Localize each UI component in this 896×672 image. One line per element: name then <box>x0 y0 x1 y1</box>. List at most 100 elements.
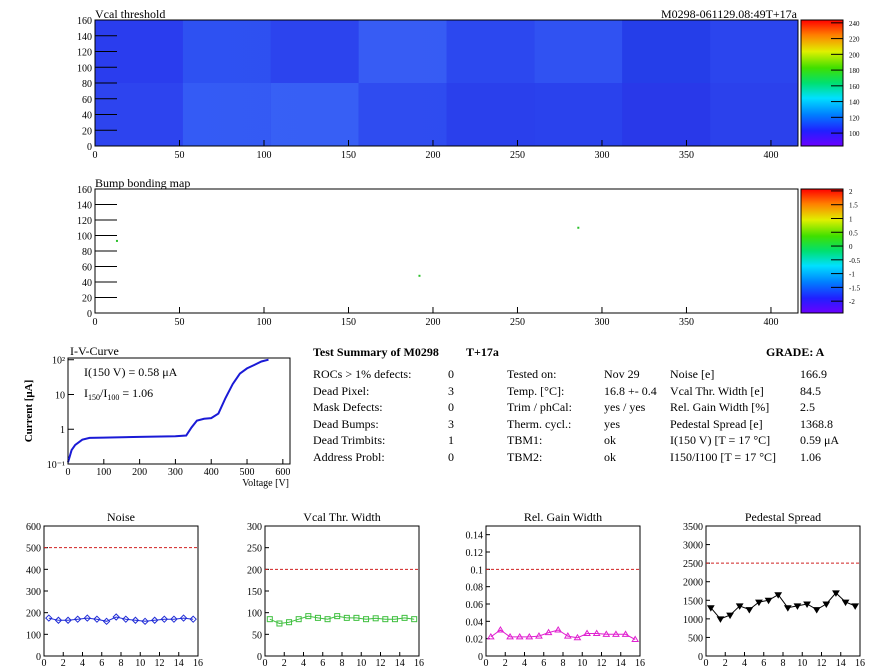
summary-middle-value: yes / yes <box>604 400 646 414</box>
roc-block <box>534 83 623 146</box>
summary-left-label: Dead Bumps: <box>313 416 379 431</box>
trend-plot-area <box>264 525 420 657</box>
y-tick-label: 100 <box>77 63 92 74</box>
roc-block <box>710 20 798 83</box>
scale-tick-label: -2 <box>849 298 855 306</box>
trend-y-tick-label: 0.04 <box>466 617 484 628</box>
trend-point <box>774 592 783 599</box>
trend-chart-title: Noise <box>107 510 135 524</box>
summary-middle-label: TBM2: <box>507 449 543 464</box>
trend-x-tick-label: 10 <box>577 658 587 669</box>
trend-x-tick-label: 12 <box>817 658 827 669</box>
x-tick-label: 300 <box>594 150 609 161</box>
summary-left-label: Mask Defects: <box>313 400 383 414</box>
summary-left-label: Dead Pixel: <box>313 383 370 398</box>
iv-x-tick-label: 0 <box>66 467 71 478</box>
vcal-threshold-map: Vcal threshold M0298-061129.08:49T+17a 0… <box>77 7 860 161</box>
scale-tick-label: -0.5 <box>849 257 861 265</box>
trend-point <box>506 632 514 640</box>
scale-tick-label: -1.5 <box>849 284 861 292</box>
trend-point <box>554 626 563 633</box>
trend-y-tick-label: 0.1 <box>471 565 484 576</box>
summary-middle-value: ok <box>604 449 616 464</box>
y-tick-label: 160 <box>77 185 92 196</box>
summary-middle-label: Temp. [°C]: <box>507 383 565 398</box>
trend-y-tick-label: 0.08 <box>466 583 484 594</box>
y-tick-label: 20 <box>82 126 92 137</box>
trend-y-tick-label: 150 <box>247 587 262 598</box>
bump-map-title: Bump bonding map <box>95 176 190 190</box>
y-tick-label: 80 <box>82 79 92 90</box>
trend-point <box>353 614 360 621</box>
trend-x-tick-label: 14 <box>395 658 405 669</box>
trend-point <box>83 614 92 622</box>
summary-middle-value: 16.8 +- 0.4 <box>604 383 657 398</box>
trend-x-tick-label: 2 <box>503 658 508 669</box>
summary-left-label: ROCs > 1% defects: <box>313 367 412 381</box>
trend-point <box>602 630 611 637</box>
trend-y-tick-label: 0 <box>36 652 41 663</box>
summary-temp-tag: T+17a <box>466 345 499 359</box>
trend-point <box>343 614 350 621</box>
trend-x-tick-label: 14 <box>616 658 626 669</box>
trend-point <box>832 590 840 597</box>
summary-left-label: Dead Trimbits: <box>313 433 386 447</box>
trend-point <box>170 615 178 623</box>
roc-block <box>182 83 271 146</box>
roc-block <box>710 83 798 146</box>
trend-point <box>755 599 763 607</box>
scale-tick-label: 240 <box>849 20 860 28</box>
x-tick-label: 300 <box>594 317 609 328</box>
vcal-color-scale <box>800 19 844 147</box>
trend-point <box>64 616 72 624</box>
trend-x-tick-label: 6 <box>320 658 325 669</box>
bump-color-scale <box>800 188 844 314</box>
trend-point <box>612 630 620 637</box>
scale-tick-label: 0.5 <box>849 229 858 237</box>
iv-annotation-current: I(150 V) = 0.58 μA <box>84 365 178 379</box>
trend-chart-title: Pedestal Spread <box>745 510 821 524</box>
scale-tick-label: -1 <box>849 271 855 279</box>
trend-y-tick-label: 300 <box>26 587 41 598</box>
roc-block <box>446 83 535 146</box>
trend-x-tick-label: 16 <box>855 658 865 669</box>
trend-point <box>314 614 321 621</box>
summary-left-value: 0 <box>448 367 454 381</box>
trend-y-tick-label: 50 <box>252 630 262 641</box>
summary-right-label: Pedestal Spread [e] <box>670 416 763 431</box>
summary-right-label: I(150 V) [T = 17 °C] <box>670 433 771 447</box>
trend-point <box>716 616 725 623</box>
trend-x-tick-label: 14 <box>836 658 846 669</box>
summary-right-label: Rel. Gain Width [%] <box>670 400 770 414</box>
roc-block <box>534 20 623 83</box>
trend-point <box>706 605 715 612</box>
trend-y-tick-label: 0 <box>257 652 262 663</box>
x-tick-label: 250 <box>510 317 525 328</box>
iv-ylabel: Current [μA] <box>23 380 35 443</box>
trend-point <box>783 605 792 612</box>
trend-point <box>93 615 101 623</box>
trend-point <box>401 614 408 621</box>
trend-x-tick-label: 6 <box>541 658 546 669</box>
trend-point <box>812 607 821 614</box>
trend-y-tick-label: 100 <box>26 630 41 641</box>
trend-y-tick-label: 0.02 <box>466 635 484 646</box>
trend-y-tick-label: 2000 <box>683 578 703 589</box>
scale-tick-label: 120 <box>849 114 860 122</box>
scale-tick-label: 140 <box>849 99 860 107</box>
summary-right-label: Noise [e] <box>670 367 715 381</box>
trend-point <box>112 613 120 621</box>
trend-x-tick-label: 10 <box>356 658 366 669</box>
trend-y-tick-label: 3500 <box>683 522 703 533</box>
iv-annotation-ratio: I150/I100 = 1.06 <box>84 386 153 402</box>
trend-x-tick-label: 16 <box>414 658 424 669</box>
roc-block <box>270 83 359 146</box>
x-tick-label: 50 <box>174 317 184 328</box>
iv-y-tick-label: 1 <box>60 425 65 436</box>
trend-x-tick-label: 12 <box>597 658 607 669</box>
summary-title: Test Summary of M0298 <box>313 345 439 359</box>
trend-plot-area <box>43 525 199 657</box>
x-tick-label: 100 <box>256 317 271 328</box>
y-tick-label: 60 <box>82 263 92 274</box>
trend-point <box>382 616 389 623</box>
